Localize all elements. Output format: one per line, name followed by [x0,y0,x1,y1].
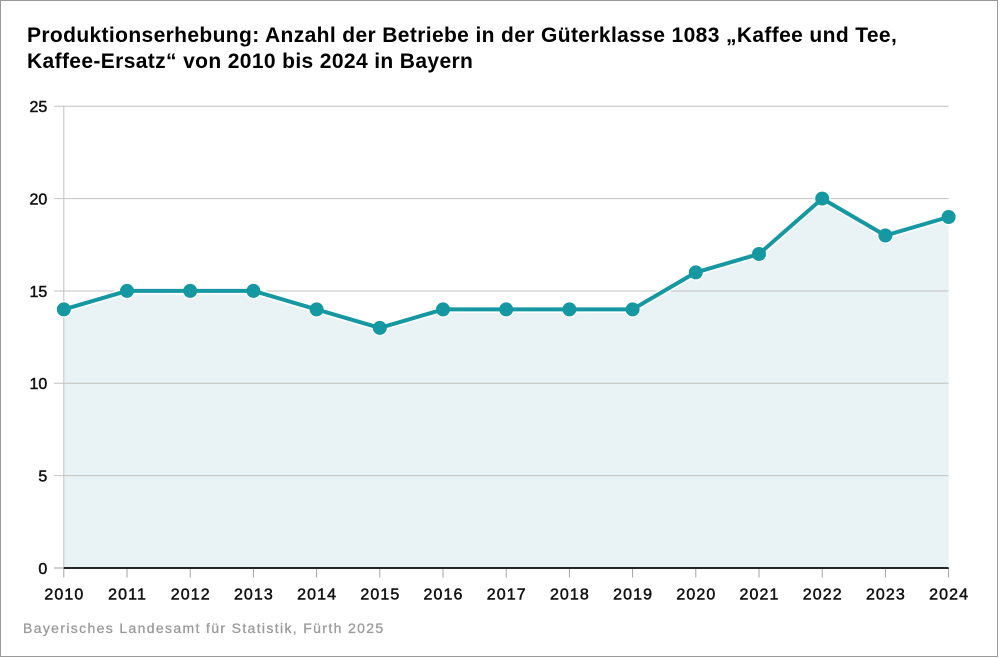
svg-text:2010: 2010 [44,587,84,604]
svg-text:2017: 2017 [487,587,527,604]
svg-text:2011: 2011 [108,587,147,604]
svg-text:15: 15 [30,284,48,301]
svg-text:2016: 2016 [424,587,464,604]
svg-text:0: 0 [38,561,47,578]
svg-text:5: 5 [38,469,47,486]
svg-text:2014: 2014 [297,587,337,604]
svg-text:10: 10 [30,376,48,393]
svg-text:20: 20 [30,192,48,209]
svg-text:2020: 2020 [676,587,716,604]
svg-text:2012: 2012 [171,587,211,604]
svg-text:2013: 2013 [234,587,274,604]
svg-text:25: 25 [30,99,48,116]
svg-text:2021: 2021 [740,587,780,604]
svg-text:2022: 2022 [803,587,843,604]
svg-text:2015: 2015 [360,587,400,604]
svg-text:2023: 2023 [866,587,906,604]
svg-text:2024: 2024 [929,587,969,604]
svg-text:2018: 2018 [550,587,590,604]
svg-text:2019: 2019 [613,587,653,604]
